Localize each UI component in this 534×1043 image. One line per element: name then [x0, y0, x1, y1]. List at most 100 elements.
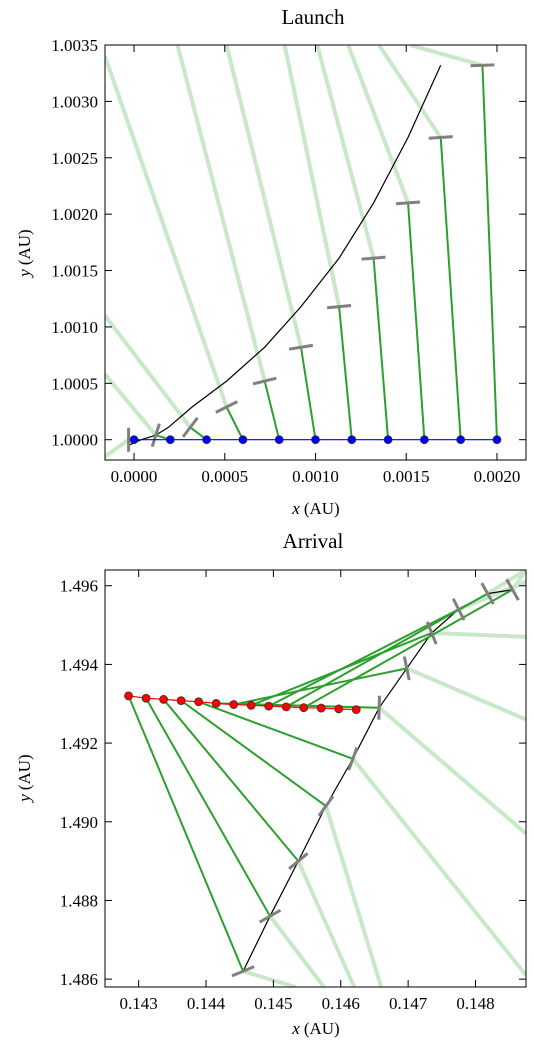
launch-connector-5	[299, 347, 317, 440]
arrival-connector-5	[216, 702, 380, 709]
launch-connector-4	[263, 380, 281, 440]
launch-target-marker-4	[252, 376, 277, 386]
arrival-title: Arrival	[283, 529, 344, 553]
arrival-x-tick-label-0: 0.143	[120, 994, 158, 1013]
arrival-trajectory-line	[242, 589, 513, 972]
launch-y-tick-label-3: 1.0015	[51, 262, 98, 281]
arrival-y-tick-label-2: 1.490	[60, 813, 98, 832]
launch-ticks: 0.0000 0.0005 0.0010 0.0015 0.0020 1.0000 1.00…	[51, 36, 526, 486]
arrival-target-marker-5	[377, 695, 381, 720]
arrival-target-marker-9	[480, 582, 495, 605]
arrival-source-point-5	[211, 698, 221, 708]
arrival-y-tick-label-0: 1.486	[60, 970, 98, 989]
launch-y-tick-label-2: 1.0010	[51, 318, 98, 337]
arrival-source-point-0	[124, 691, 133, 701]
arrival-source-point-11	[316, 703, 326, 713]
launch-faded-ray-3	[105, 55, 229, 408]
arrival-target-marker-1	[258, 908, 282, 924]
launch-source-point-10	[492, 435, 502, 445]
arrival-connector-8	[268, 608, 460, 708]
launch-faded-ray-4	[175, 45, 267, 382]
arrival-source-point-6	[229, 700, 239, 709]
launch-y-tick-label-1: 1.0005	[51, 374, 98, 393]
arrival-connector-3	[180, 699, 327, 807]
launch-title: Launch	[282, 5, 345, 29]
launch-target-marker-8	[395, 200, 421, 206]
launch-x-tick-label-0: 0.0000	[111, 467, 158, 486]
arrival-y-tick-label-4: 1.494	[60, 655, 99, 674]
arrival-connector-9	[285, 592, 489, 708]
arrival-x-tick-label-1: 0.144	[187, 994, 226, 1013]
arrival-ticks: 0.143 0.144 0.145 0.146 0.147 0.148 1.486 1.488…	[60, 570, 526, 1013]
arrival-source-point-3	[176, 696, 186, 706]
launch-x-tick-label-4: 0.0020	[474, 467, 521, 486]
launch-connector-6	[338, 306, 353, 440]
arrival-y-tick-label-1: 1.488	[60, 891, 98, 910]
launch-y-tick-label-5: 1.0025	[51, 149, 98, 168]
launch-x-tick-label-2: 0.0010	[292, 467, 339, 486]
launch-x-axis-title: x (AU)	[291, 499, 339, 518]
launch-target-marker-9	[428, 135, 453, 140]
arrival-panel: Arrival 0.143 0.144 0.145 0.146 0.147 0.148 1.…	[15, 529, 527, 1038]
launch-connector-8	[407, 202, 426, 440]
arrival-target-marker-6	[402, 656, 411, 681]
arrival-source-point-7	[246, 700, 256, 710]
arrival-target-marker-8	[451, 597, 466, 621]
arrival-x-tick-label-3: 0.146	[322, 994, 360, 1013]
launch-source-point-1	[165, 435, 175, 445]
arrival-connector-0	[127, 695, 245, 972]
launch-source-point-7	[383, 435, 393, 445]
arrival-source-point-1	[141, 693, 151, 703]
arrival-plot-content	[124, 570, 526, 987]
arrival-source-point-2	[159, 695, 169, 704]
launch-target-marker-3	[215, 400, 238, 414]
arrival-faded-ray-10	[510, 570, 526, 591]
launch-faded-ray-1	[105, 373, 158, 437]
launch-faded-ray-2	[105, 314, 192, 429]
arrival-faded-ray-1	[268, 914, 326, 987]
launch-connector-9	[439, 137, 462, 440]
launch-source-point-5	[311, 435, 320, 445]
launch-faded-ray-7	[315, 45, 376, 259]
arrival-connector-2	[162, 698, 300, 862]
arrival-x-tick-label-2: 0.145	[254, 994, 292, 1013]
launch-target-marker-1	[150, 423, 161, 448]
launch-source-point-2	[202, 435, 212, 445]
arrival-y-axis-title: y(AU)	[15, 754, 34, 803]
launch-source-point-4	[274, 435, 284, 445]
launch-panel: Launch 0.0000 0.0005 0.0010 0.0015 0.0020 1.0…	[15, 5, 527, 518]
arrival-y-tick-label-3: 1.492	[60, 734, 98, 753]
arrival-source-point-9	[281, 702, 291, 712]
arrival-source-point-8	[264, 701, 274, 711]
arrival-target-marker-2	[288, 852, 309, 870]
launch-target-marker-10	[470, 63, 495, 68]
launch-faded-ray-8	[346, 45, 410, 204]
arrival-target-marker-4	[347, 747, 359, 771]
arrival-target-marker-0	[231, 965, 255, 978]
arrival-target-marker-3	[317, 795, 335, 817]
arrival-connector-1	[145, 697, 271, 917]
arrival-target-marker-10	[505, 578, 520, 601]
arrival-connector-6	[233, 667, 407, 706]
launch-x-tick-label-1: 0.0005	[201, 467, 248, 486]
launch-y-tick-label-7: 1.0035	[51, 36, 98, 55]
launch-source-point-3	[238, 435, 248, 445]
arrival-faded-ray-3	[324, 805, 384, 987]
arrival-connector-10	[303, 588, 514, 709]
launch-source-point-6	[347, 435, 357, 445]
launch-faded-ray-9	[377, 45, 443, 139]
launch-source-point-9	[456, 435, 466, 445]
launch-target-marker-2	[181, 416, 199, 438]
launch-target-marker-7	[361, 255, 386, 261]
arrival-plot-frame	[104, 569, 527, 988]
arrival-source-point-12	[334, 704, 344, 714]
arrival-faded-ray-2	[296, 860, 357, 987]
launch-y-axis-title: y(AU)	[15, 229, 34, 278]
arrival-x-axis-title: x (AU)	[291, 1019, 339, 1038]
launch-y-tick-label-0: 1.0000	[51, 431, 98, 450]
launch-connector-3	[225, 406, 244, 441]
launch-target-marker-5	[288, 343, 314, 351]
launch-target-marker-6	[327, 303, 352, 310]
launch-y-tick-label-4: 1.0020	[51, 205, 98, 224]
launch-faded-ray-0	[105, 438, 130, 459]
